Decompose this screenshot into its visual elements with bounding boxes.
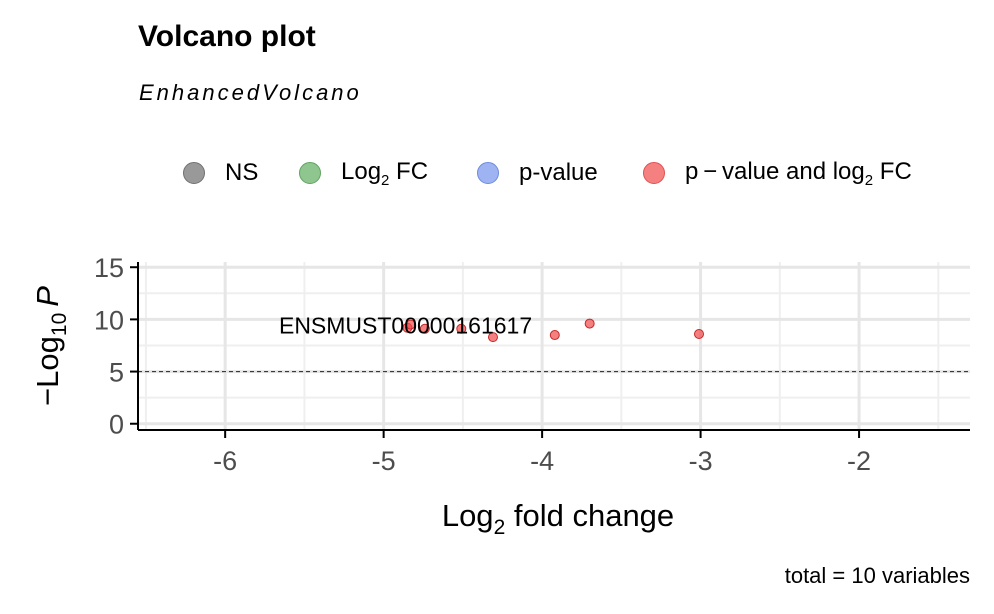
legend-item-ns: NS: [183, 155, 258, 191]
legend-item-pvalue: p-value: [477, 155, 598, 191]
y-tick-label: 10: [94, 305, 124, 335]
y-tick-label: 5: [109, 358, 124, 388]
y-tick-label: 0: [109, 410, 124, 440]
data-point: [549, 330, 560, 341]
data-points: [402, 318, 705, 343]
y-axis-ticks: 0 5 10 15: [94, 253, 138, 440]
legend-label-pvalue-and-log2fc: p − value and log2 FC: [685, 157, 912, 189]
x-tick-label: -4: [530, 446, 554, 476]
legend-key-ns: [183, 162, 205, 184]
y-axis-label: −Log10P: [30, 286, 71, 406]
legend-key-log2fc: [299, 162, 321, 184]
x-axis-ticks: -6 -5 -4 -3 -2: [213, 430, 871, 476]
data-point: [487, 332, 498, 343]
x-tick-label: -2: [847, 446, 871, 476]
data-point: [419, 323, 430, 334]
chart-title: Volcano plot: [138, 20, 316, 53]
grid-minor: [138, 262, 970, 430]
legend-label-log2fc: Log2 FC: [341, 157, 429, 189]
x-axis-label: Log2 fold change: [442, 498, 674, 539]
legend-label-ns: NS: [225, 159, 259, 186]
x-tick-label: -6: [213, 446, 237, 476]
data-point: [584, 318, 595, 329]
legend-item-pvalue-and-log2fc: p − value and log2 FC: [643, 155, 912, 191]
legend-key-pvalue: [477, 162, 499, 184]
data-point: [694, 329, 705, 339]
y-tick-label: 15: [94, 253, 124, 283]
legend-item-log2fc: Log2 FC: [299, 155, 428, 191]
caption: total = 10 variables: [784, 563, 970, 588]
point-label: ENSMUST00000161617: [279, 313, 532, 339]
legend-label-pvalue: p-value: [519, 159, 598, 186]
chart-subtitle: EnhancedVolcano: [139, 80, 362, 105]
legend-key-pvalue-and-log2fc: [643, 162, 665, 184]
data-point: [456, 323, 467, 334]
x-tick-label: -5: [372, 446, 396, 476]
data-point: [405, 319, 416, 330]
x-tick-label: -3: [689, 446, 713, 476]
